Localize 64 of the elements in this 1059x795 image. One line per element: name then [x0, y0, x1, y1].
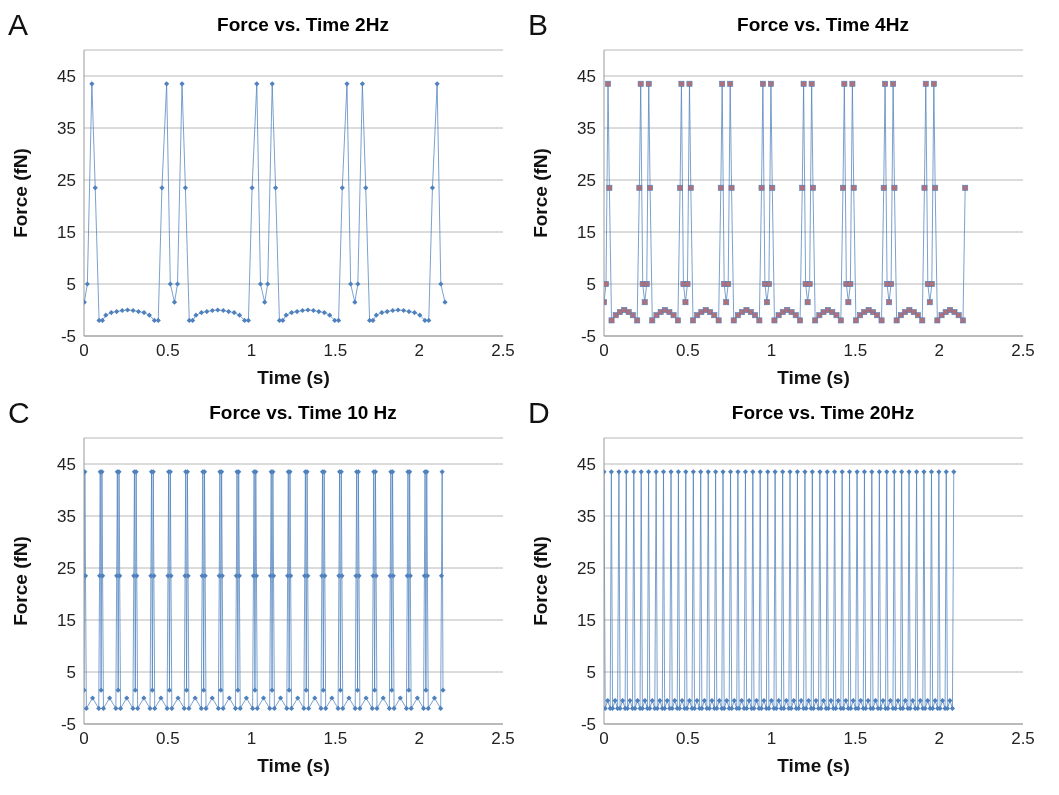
x-tick-label: 2 — [414, 341, 424, 361]
x-tick-label: 1.5 — [323, 729, 348, 749]
x-tick-label: 0 — [79, 341, 89, 361]
chart-title: Force vs. Time 10 Hz — [209, 402, 397, 423]
y-tick-label: 35 — [577, 507, 596, 527]
x-tick-label: 1 — [766, 341, 777, 361]
y-tick-label: 15 — [57, 223, 76, 243]
y-tick-label: 15 — [57, 611, 76, 631]
text: B — [528, 8, 549, 42]
x-tick-label: 1 — [246, 341, 257, 361]
y-tick-label: 5 — [66, 275, 76, 295]
x-tick-label: 2 — [934, 341, 944, 361]
x-tick-label: 0.5 — [155, 341, 180, 361]
x-tick-label: 0.5 — [675, 341, 700, 361]
y-tick-label: 35 — [577, 119, 596, 139]
y-tick-label: 45 — [577, 67, 596, 87]
y-tick-label: -5 — [60, 327, 76, 347]
y-tick-label: -5 — [60, 715, 76, 735]
y-tick-label: 25 — [577, 171, 596, 191]
x-tick-label: 1 — [766, 729, 777, 749]
y-tick-label: 45 — [57, 455, 76, 475]
x-tick-label: 2.5 — [491, 729, 515, 749]
x-tick-label: 1.5 — [323, 341, 348, 361]
x-tick-label: 0.5 — [155, 729, 180, 749]
y-tick-label: -5 — [580, 327, 596, 347]
chart-title: Force vs. Time 2Hz — [217, 14, 389, 35]
y-tick-label: -5 — [580, 715, 596, 735]
x-tick-label: 0.5 — [675, 729, 700, 749]
x-tick-label: 1.5 — [843, 729, 868, 749]
y-tick-label: 35 — [57, 507, 76, 527]
x-axis-title: Time (s) — [257, 755, 330, 776]
x-tick-label: 0 — [599, 341, 609, 361]
y-tick-label: 45 — [577, 455, 596, 475]
x-tick-label: 2 — [934, 729, 944, 749]
y-axis-title: Force (fN) — [529, 148, 551, 238]
x-tick-label: 1.5 — [843, 341, 868, 361]
x-tick-label: 2.5 — [1011, 341, 1035, 361]
x-axis-title: Time (s) — [257, 367, 330, 388]
x-tick-label: 0 — [599, 729, 609, 749]
x-tick-label: 2.5 — [491, 341, 515, 361]
y-tick-label: 25 — [577, 559, 596, 579]
y-axis-title: Force (fN) — [9, 536, 31, 626]
y-tick-label: 35 — [57, 119, 76, 139]
text: D — [528, 396, 550, 430]
y-tick-label: 25 — [57, 171, 76, 191]
chart-title: Force vs. Time 4Hz — [737, 14, 909, 35]
x-tick-label: 1 — [246, 729, 257, 749]
y-tick-label: 5 — [586, 663, 596, 683]
text: C — [8, 396, 30, 430]
y-axis-title: Force (fN) — [9, 148, 31, 238]
x-axis-title: Time (s) — [777, 755, 850, 776]
x-tick-label: 0 — [79, 729, 89, 749]
text: A — [8, 8, 29, 42]
x-axis-title: Time (s) — [777, 367, 850, 388]
x-tick-label: 2.5 — [1011, 729, 1035, 749]
y-tick-label: 5 — [586, 275, 596, 295]
x-tick-label: 2 — [414, 729, 424, 749]
y-tick-label: 15 — [577, 611, 596, 631]
y-tick-label: 15 — [577, 223, 596, 243]
y-axis-title: Force (fN) — [529, 536, 551, 626]
y-tick-label: 45 — [57, 67, 76, 87]
y-tick-label: 25 — [57, 559, 76, 579]
chart-title: Force vs. Time 20Hz — [731, 402, 915, 423]
y-tick-label: 5 — [66, 663, 76, 683]
